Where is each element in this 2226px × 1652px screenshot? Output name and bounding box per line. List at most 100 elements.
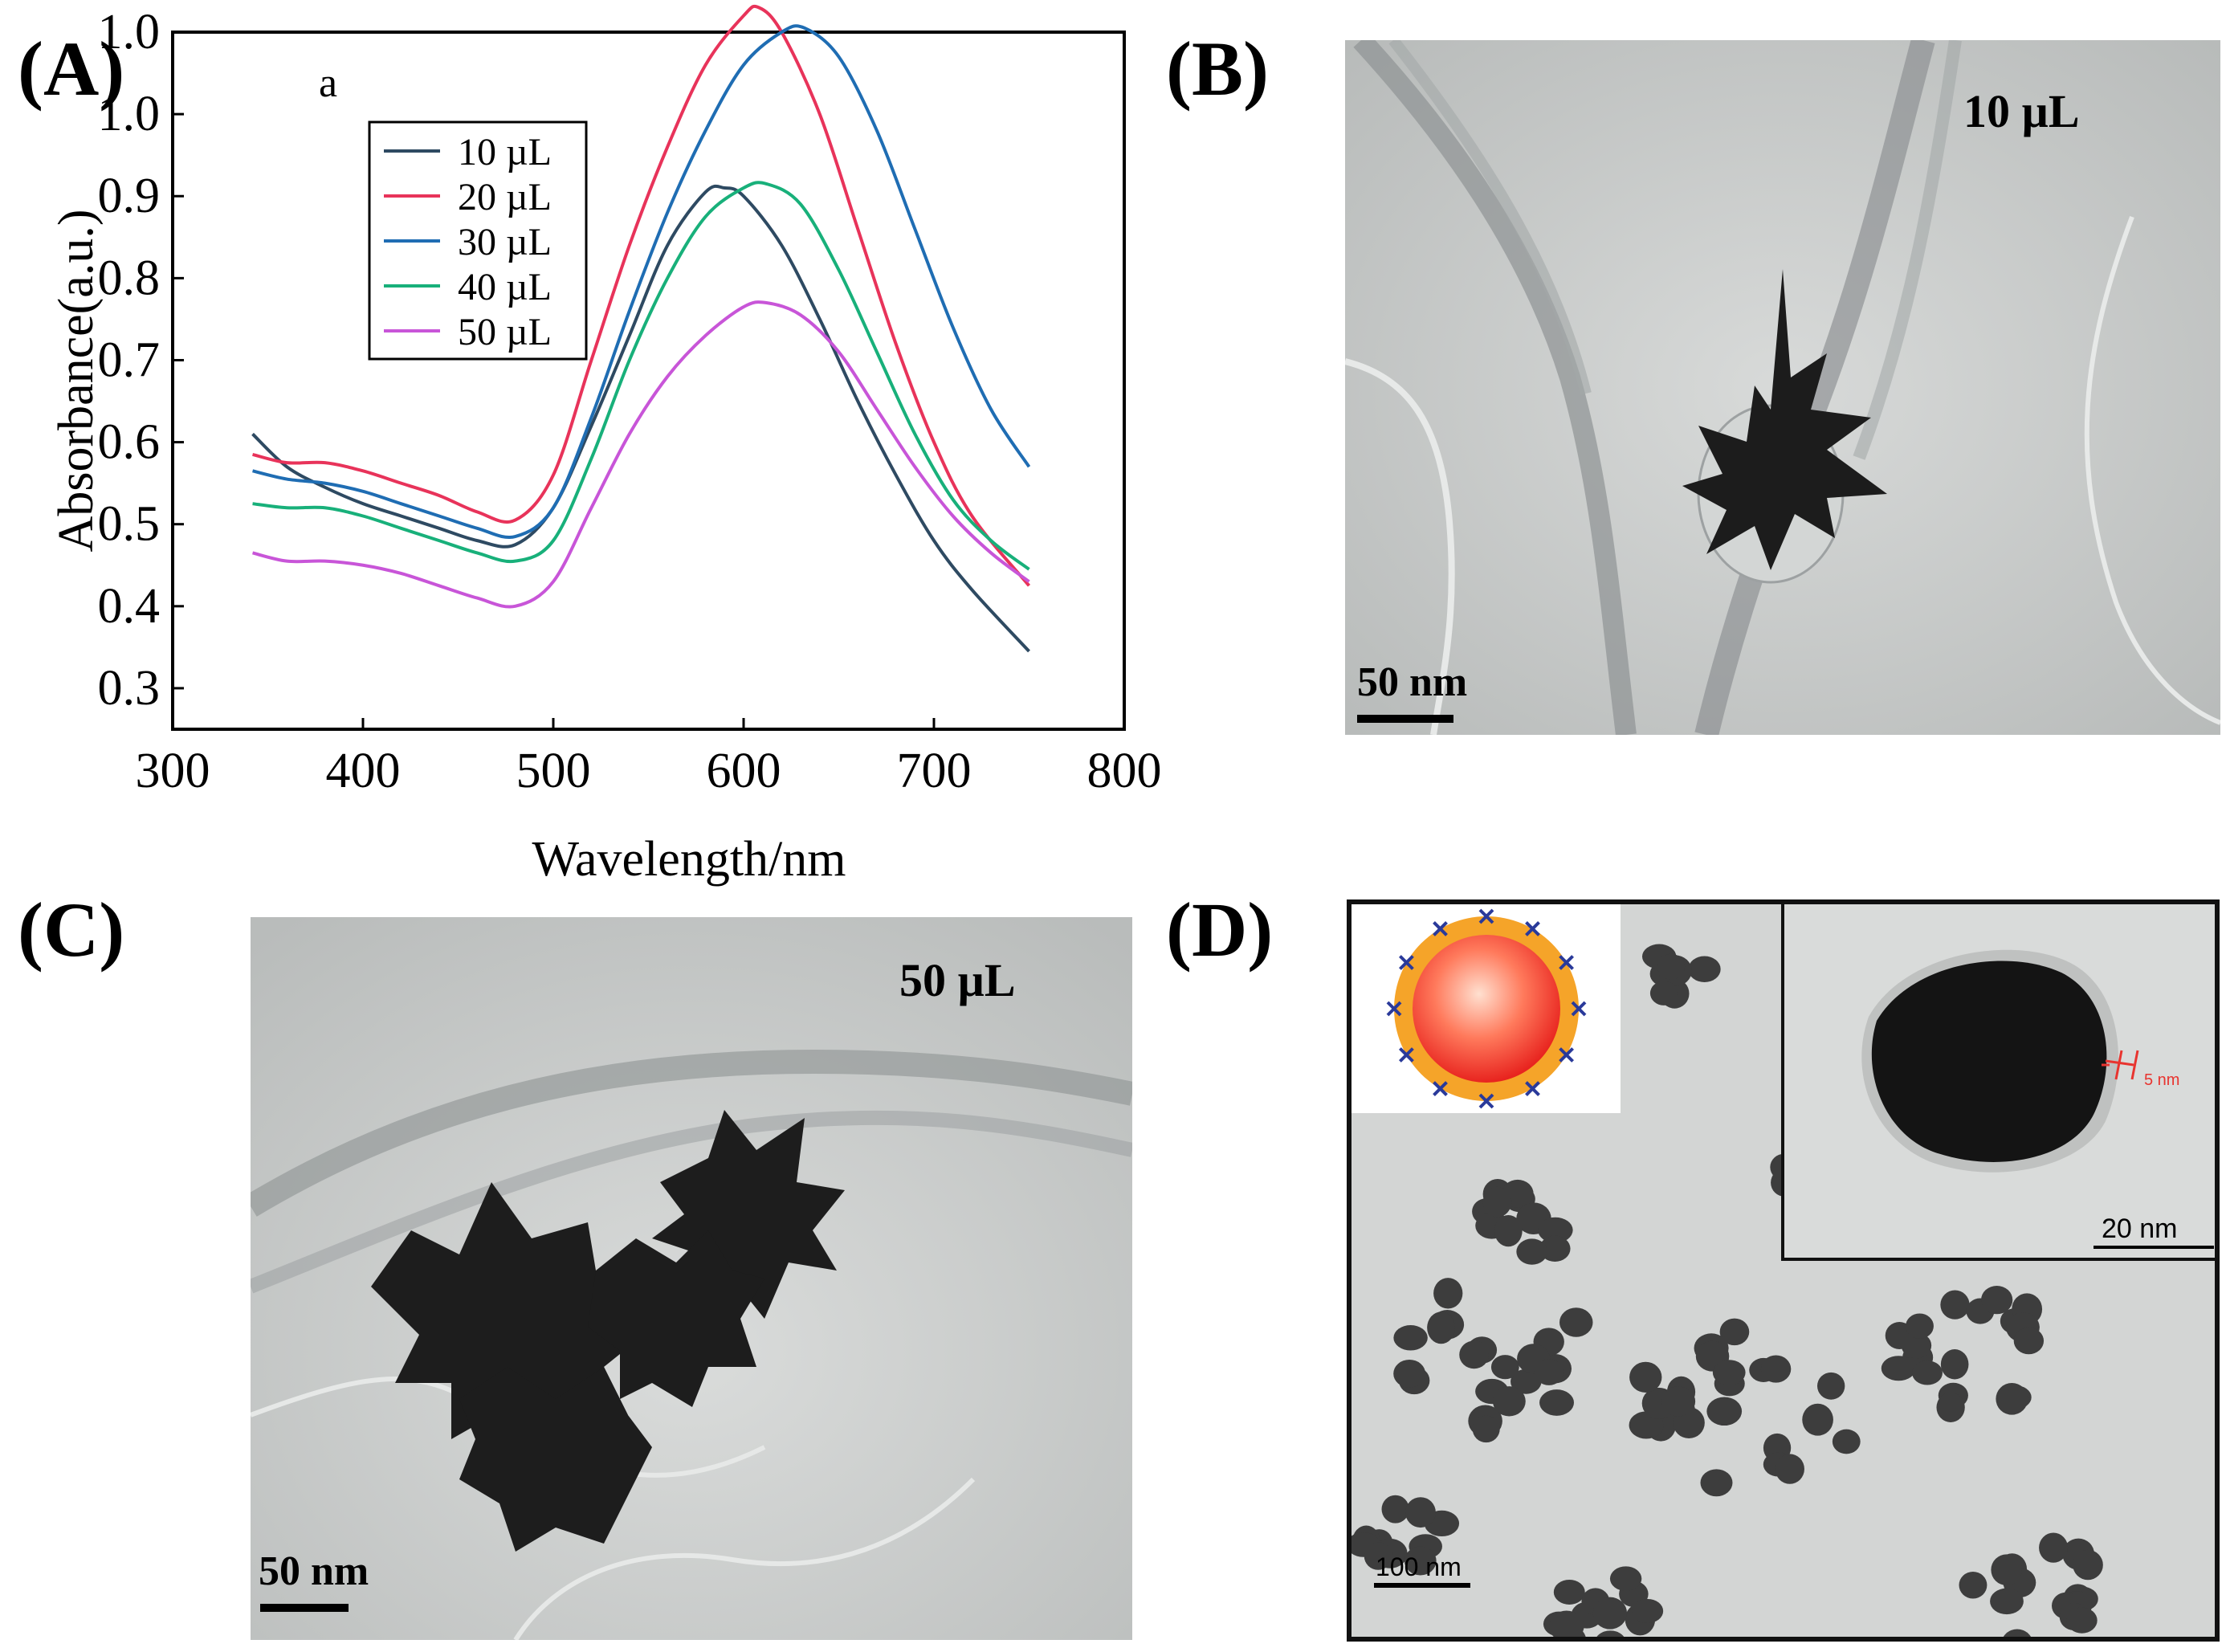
y-axis-label: Absorbance(a.u.) bbox=[49, 210, 104, 553]
scale-bar-inset bbox=[2094, 1246, 2214, 1249]
nanoparticle bbox=[1661, 1386, 1696, 1417]
nanoparticle bbox=[1775, 1454, 1804, 1484]
legend-label-2: 20 µL bbox=[458, 176, 552, 218]
ligand-mark bbox=[1478, 1093, 1494, 1109]
nanoparticle bbox=[1393, 1325, 1428, 1351]
x-tick-label: 700 bbox=[897, 744, 972, 798]
y-tick-label: 1.0 bbox=[98, 5, 161, 59]
nanoparticle bbox=[1548, 1610, 1584, 1637]
nanoparticle bbox=[1592, 1597, 1628, 1630]
ligand-mark bbox=[1433, 920, 1448, 936]
nanoparticle bbox=[1539, 1389, 1575, 1416]
nanoparticle bbox=[2066, 1607, 2098, 1634]
nanoparticle bbox=[2013, 1327, 2045, 1355]
ligand-mark bbox=[1433, 1081, 1448, 1097]
scale-label-inset: 20 nm bbox=[2102, 1214, 2178, 1244]
nanoparticle bbox=[1912, 1360, 1943, 1385]
series-group bbox=[251, 4, 1031, 653]
nanoparticle bbox=[1381, 1495, 1409, 1524]
nanoparticle bbox=[2073, 1549, 2103, 1581]
nanoparticle bbox=[1490, 1355, 1519, 1380]
scale-label-c: 50 nm bbox=[259, 1548, 369, 1594]
x-tick-label: 400 bbox=[326, 744, 401, 798]
nanoparticle bbox=[1596, 1630, 1625, 1637]
nanoparticle bbox=[1539, 1235, 1571, 1262]
nanoparticle bbox=[1494, 1214, 1523, 1247]
tem-image-50ul: 50 µL 50 nm bbox=[251, 917, 1132, 1640]
ligand-mark bbox=[1398, 955, 1414, 970]
nanoparticle bbox=[1936, 1392, 1965, 1422]
nanoparticle bbox=[1760, 1355, 1792, 1383]
nanoparticle bbox=[1802, 1403, 1833, 1436]
scale-label-main: 100 nm bbox=[1376, 1552, 1462, 1581]
series-line-2 bbox=[252, 4, 1031, 587]
nanoparticle bbox=[1559, 1307, 1593, 1337]
legend-label-1: 10 µL bbox=[458, 131, 552, 173]
nanoparticle bbox=[1534, 1358, 1564, 1385]
nanoparticle bbox=[1482, 1186, 1512, 1218]
y-tick-label: 0.3 bbox=[98, 661, 161, 716]
ligand-mark bbox=[1525, 920, 1540, 936]
nanoparticle bbox=[1510, 1369, 1542, 1394]
y-tick-label: 0.4 bbox=[98, 579, 161, 634]
nanoparticle bbox=[1990, 1588, 2024, 1615]
x-tick-label: 800 bbox=[1087, 744, 1162, 798]
nanoparticle bbox=[1433, 1278, 1463, 1309]
series-line-3 bbox=[252, 24, 1031, 539]
nanoparticle bbox=[1940, 1349, 1969, 1380]
series-line-4 bbox=[252, 181, 1030, 571]
nanoparticle bbox=[1609, 1566, 1642, 1591]
scale-bar-main bbox=[1374, 1583, 1470, 1588]
y-tick-label: 0.6 bbox=[98, 415, 161, 470]
nanoparticles bbox=[1352, 944, 2103, 1637]
sample-label-b: 10 µL bbox=[1963, 85, 2080, 137]
ligand-mark bbox=[1559, 955, 1575, 970]
tem-image-core-shell: 5 nm 20 nm 100 nm bbox=[1347, 899, 2220, 1642]
nanoparticle bbox=[1632, 1599, 1664, 1624]
nanoparticle bbox=[1649, 981, 1678, 1005]
scale-bar-b bbox=[1357, 715, 1453, 723]
nanoparticle bbox=[1459, 1340, 1490, 1369]
nanoparticle bbox=[1364, 1542, 1392, 1570]
panel-c-label: (C) bbox=[18, 887, 125, 973]
y-tick-label: 0.5 bbox=[98, 497, 161, 552]
series-line-1 bbox=[251, 184, 1030, 653]
chart-subtitle: a bbox=[319, 60, 337, 106]
nanoparticle bbox=[2039, 1532, 2069, 1563]
nanoparticle bbox=[1832, 1429, 1861, 1454]
ligand-mark bbox=[1398, 1047, 1414, 1063]
series-line-5 bbox=[252, 300, 1030, 609]
panel-b-label: (B) bbox=[1166, 26, 1269, 112]
nanoparticle bbox=[1516, 1238, 1548, 1265]
plot-frame bbox=[171, 31, 1126, 731]
nanoparticle bbox=[1996, 1383, 2028, 1415]
sample-label-c: 50 µL bbox=[899, 954, 1016, 1006]
nanoparticle bbox=[1404, 1546, 1437, 1576]
tem-image-10ul: 10 µL 50 nm bbox=[1345, 40, 2220, 735]
tem-image-10ul-drawing bbox=[1345, 40, 2220, 735]
ligand-mark bbox=[1571, 1001, 1587, 1017]
nanostar-cluster bbox=[371, 1110, 845, 1552]
y-tick-label: 0.8 bbox=[98, 251, 161, 305]
x-tick-label: 500 bbox=[516, 744, 591, 798]
nanoparticle bbox=[1472, 1415, 1500, 1443]
ligand-mark bbox=[1478, 908, 1494, 924]
nanoparticle bbox=[1492, 1386, 1526, 1417]
panel-a-label: (A) bbox=[18, 26, 125, 112]
nanoparticle bbox=[1553, 1580, 1585, 1605]
nanoparticle bbox=[1817, 1372, 1845, 1400]
panel-d-label: (D) bbox=[1166, 887, 1274, 973]
ligand-mark bbox=[1525, 1081, 1540, 1097]
single-particle-inset: 5 nm 20 nm bbox=[1781, 904, 2215, 1261]
nanoparticle bbox=[1700, 1469, 1733, 1497]
nanoparticle bbox=[1657, 953, 1686, 980]
nanoparticle bbox=[1712, 1360, 1746, 1385]
nanoparticle bbox=[1688, 956, 1721, 982]
nanoparticle bbox=[1940, 1290, 1970, 1320]
nanostar-particle bbox=[1682, 269, 1887, 570]
legend-label-3: 30 µL bbox=[458, 221, 552, 263]
nanoparticle bbox=[1980, 1286, 2013, 1315]
shell-thickness-label: 5 nm bbox=[2144, 1071, 2180, 1089]
y-tick-label: 0.9 bbox=[98, 169, 161, 223]
